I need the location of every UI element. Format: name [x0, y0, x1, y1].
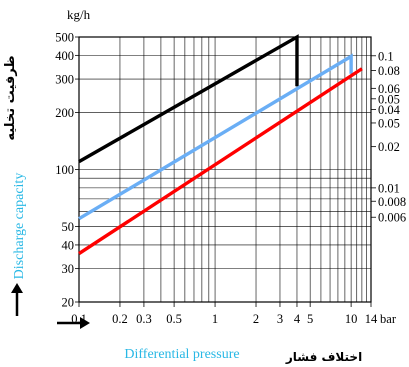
x-unit-label: bar: [380, 312, 397, 326]
y-tick-label: 200: [55, 106, 74, 120]
right-tick-label: 0.1: [378, 49, 394, 63]
x-tick-label: 3: [277, 312, 283, 326]
right-tick-label: 0.05: [378, 92, 400, 106]
right-tick-label: 0.02: [378, 140, 400, 154]
y-tick-label: 40: [62, 238, 75, 252]
y-tick-label: 30: [62, 262, 75, 276]
y-tick-label: 100: [55, 163, 74, 177]
series-line-1: [78, 53, 353, 221]
series-lines: [78, 34, 363, 256]
right-tick-label: 0.05: [378, 116, 400, 130]
right-tick-label: 0.06: [378, 82, 400, 96]
x-tick-label: 1: [212, 312, 218, 326]
x-tick-label: 0.5: [166, 312, 182, 326]
right-tick-label: 0.008: [378, 195, 406, 209]
x-tick-label: 5: [307, 312, 313, 326]
series-line-2: [78, 67, 363, 256]
right-tick-label: 0.08: [378, 64, 400, 78]
x-tick-label: 2: [253, 312, 259, 326]
right-tick-label: 0.006: [378, 211, 406, 225]
x-tick-label: 10: [345, 312, 358, 326]
x-axis-arrow: [57, 317, 90, 329]
x-tick-label: 4: [294, 312, 301, 326]
series-line-0: [78, 34, 299, 164]
y-tick-label: 20: [62, 296, 75, 310]
y-tick-label: 300: [55, 73, 74, 87]
right-tick-label: 0.04: [378, 103, 401, 117]
x-axis-title-persian: اختلاف فشار: [285, 350, 362, 364]
x-axis-title-english: Differential pressure: [124, 347, 239, 362]
x-tick-label: 14: [365, 312, 378, 326]
y-tick-label: 400: [55, 49, 74, 63]
y-axis-title-persian: ظرفیت تخلیه: [3, 55, 18, 140]
x-tick-label: 0.3: [136, 312, 152, 326]
y-axis-arrow: [11, 283, 23, 316]
y-axis-title-english: Discharge capacity: [12, 173, 27, 280]
y-tick-label: 500: [55, 31, 74, 45]
y-tick-label: 50: [62, 220, 75, 234]
right-tick-label: 0.01: [378, 181, 400, 195]
x-tick-label: 0.2: [112, 312, 128, 326]
y-unit-label: kg/h: [67, 7, 91, 22]
